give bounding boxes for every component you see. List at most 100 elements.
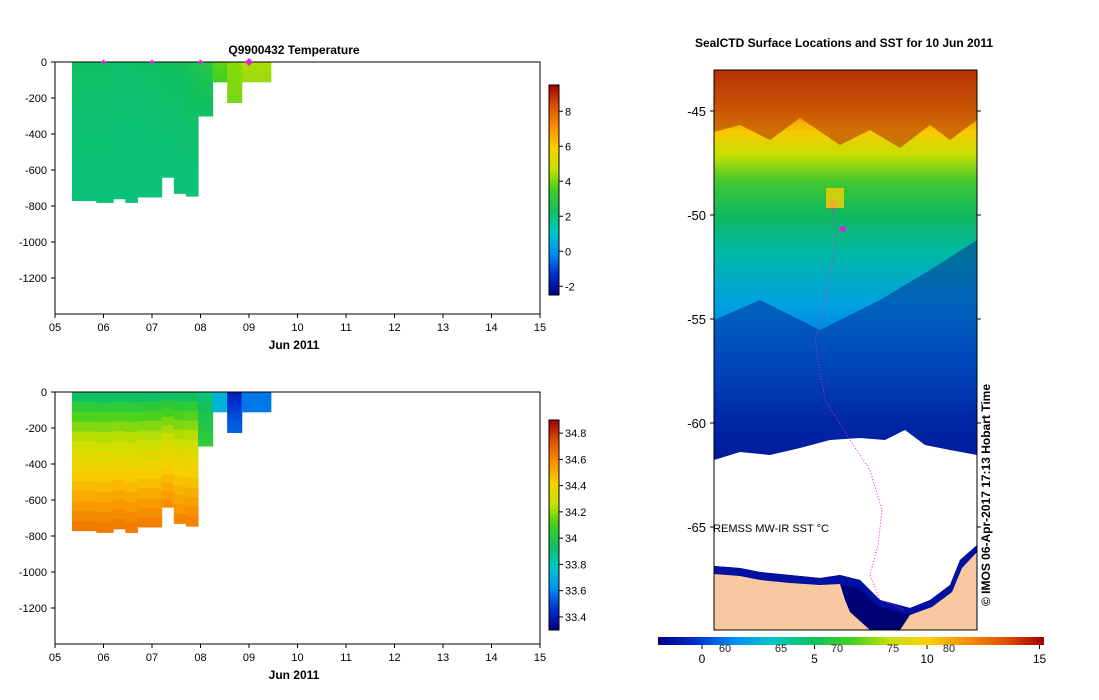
- x-tick-label: 09: [243, 652, 255, 664]
- section-cell: [137, 459, 163, 470]
- section-cell: [173, 429, 187, 440]
- y-tick-label: -200: [25, 423, 47, 435]
- section-cell: [71, 151, 97, 162]
- section-cell: [137, 478, 163, 489]
- section-cell: [71, 441, 97, 452]
- section-cell: [198, 100, 214, 105]
- section-cell: [113, 401, 126, 413]
- section-cell: [113, 101, 126, 112]
- section-cell: [241, 392, 272, 394]
- section-cell: [71, 392, 97, 403]
- section-cell: [161, 474, 175, 484]
- section-cell: [113, 431, 126, 442]
- profile-column: [161, 62, 175, 178]
- section-cell: [96, 482, 114, 493]
- profile-marker[interactable]: [245, 58, 253, 66]
- section-cell: [241, 396, 272, 399]
- sst-product-label: REMSS MW-IR SST °C: [713, 523, 829, 535]
- sst-colorbar-tick-label: 10: [920, 652, 934, 666]
- section-cell: [198, 403, 214, 408]
- y-tick-label: -800: [25, 201, 47, 213]
- profile-column: [198, 392, 214, 447]
- section-cell: [96, 92, 114, 103]
- x-tick-label: 06: [97, 652, 109, 664]
- section-cell: [227, 79, 243, 83]
- colorbar-tick-label: 34.4: [565, 481, 586, 493]
- x-tick-label: 14: [485, 322, 497, 334]
- section-cell: [137, 440, 163, 451]
- section-cell: [241, 397, 272, 400]
- section-cell: [113, 421, 126, 432]
- section-cell: [137, 139, 163, 150]
- section-cell: [212, 406, 228, 409]
- section-cell: [241, 69, 272, 71]
- section-cell: [137, 488, 163, 499]
- seal-position-prev[interactable]: [840, 226, 846, 232]
- section-cell: [125, 102, 138, 113]
- profile-column: [227, 392, 243, 433]
- section-cell: [173, 165, 187, 176]
- section-cell: [161, 152, 175, 162]
- y-tick-label: -600: [25, 495, 47, 507]
- section-cell: [198, 69, 214, 75]
- section-cell: [113, 460, 126, 471]
- section-cell: [113, 499, 126, 510]
- sst-colorbar: [658, 637, 1044, 645]
- section-cell: [161, 449, 175, 459]
- x-tick-label: 10: [291, 322, 303, 334]
- section-cell: [185, 100, 199, 111]
- section-cell: [198, 395, 214, 401]
- sst-map-area[interactable]: REMSS MW-IR SST °C: [713, 70, 977, 630]
- section-cell: [137, 187, 163, 198]
- section-cell: [161, 78, 175, 88]
- salinity-colorbar: [548, 419, 560, 631]
- section-cell: [71, 411, 97, 423]
- section-cell: [71, 111, 97, 122]
- section-cell: [185, 497, 199, 508]
- x-tick-label: 15: [534, 322, 546, 334]
- section-cell: [241, 78, 272, 81]
- profile-marker[interactable]: [198, 59, 203, 65]
- profile-marker[interactable]: [101, 59, 106, 65]
- x-tick-label: 11: [340, 652, 351, 664]
- colorbar-tick-label: 4: [565, 176, 571, 188]
- temperature-section-cells: [71, 62, 272, 203]
- section-cell: [212, 399, 228, 401]
- section-cell: [185, 439, 199, 450]
- section-cell: [173, 485, 187, 496]
- section-cell: [227, 70, 243, 75]
- section-cell: [185, 468, 199, 479]
- section-cell: [227, 88, 243, 92]
- sst-colorbar-tick-label: 5: [811, 652, 818, 666]
- section-cell: [241, 408, 272, 411]
- section-cell: [241, 70, 272, 73]
- section-cell: [198, 442, 214, 447]
- profile-column: [241, 62, 272, 83]
- section-cell: [241, 62, 272, 64]
- section-cell: [212, 401, 228, 404]
- section-cell: [125, 162, 138, 173]
- section-cell: [71, 520, 97, 532]
- profile-marker[interactable]: [149, 59, 155, 65]
- section-cell: [137, 90, 163, 102]
- section-cell: [137, 430, 163, 441]
- section-cell: [125, 72, 138, 83]
- section-cell: [212, 396, 228, 399]
- profile-column: [71, 62, 97, 202]
- section-cell: [125, 92, 138, 103]
- colorbar-tick-label: 34.6: [565, 454, 586, 466]
- section-cell: [173, 401, 187, 412]
- section-cell: [113, 110, 126, 122]
- section-cell: [96, 502, 114, 513]
- section-cell: [198, 73, 214, 78]
- section-cell: [185, 176, 199, 188]
- temperature-profile-markers: [101, 58, 253, 66]
- section-cell: [241, 67, 272, 70]
- colorbar-tick-label: 0: [565, 246, 571, 258]
- x-tick-label: 05: [49, 322, 61, 334]
- cold-water-region: [714, 240, 977, 460]
- section-cell: [212, 71, 228, 74]
- section-cell: [185, 138, 199, 149]
- section-cell: [161, 457, 175, 467]
- section-cell: [212, 74, 228, 77]
